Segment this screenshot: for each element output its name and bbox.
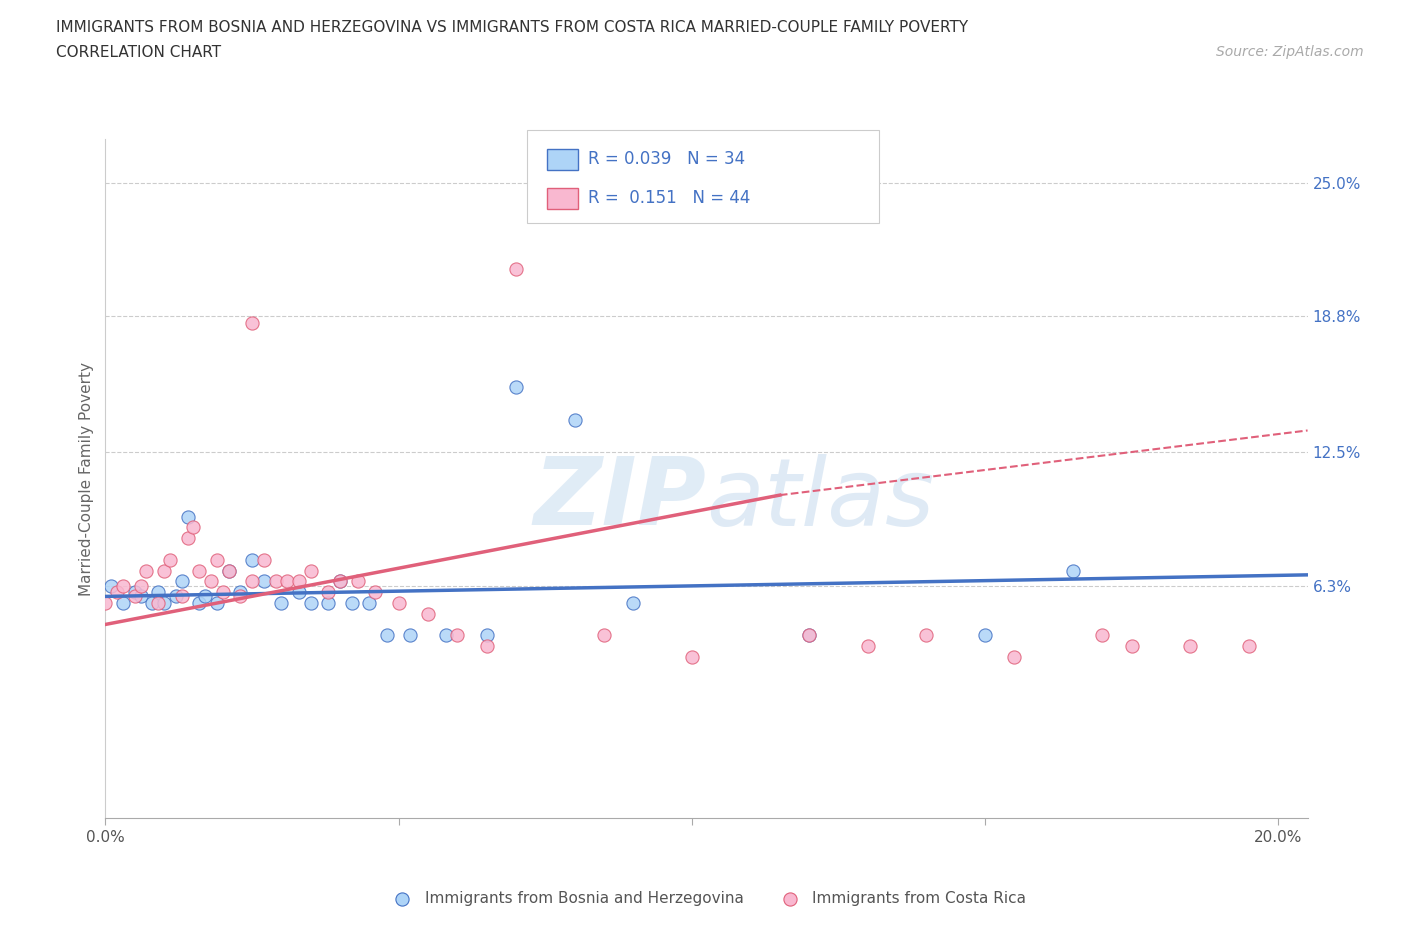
Point (1091, 628, 1114, 643)
Point (229, 585, 252, 600)
Point (270, 595, 292, 610)
Point (797, 628, 820, 643)
Point (240, 552, 263, 567)
Point (1180, 639, 1202, 654)
Point (1237, 639, 1260, 654)
Text: R = 0.039   N = 34: R = 0.039 N = 34 (588, 150, 745, 167)
Point (299, 595, 322, 610)
Point (253, 574, 276, 589)
Point (129, 578, 152, 593)
Point (112, 595, 135, 610)
Point (253, 552, 276, 567)
Point (1121, 639, 1143, 654)
Point (340, 595, 363, 610)
Point (124, 585, 146, 600)
Point (148, 585, 170, 600)
Point (211, 585, 233, 600)
Point (1002, 649, 1025, 664)
Point (505, 380, 527, 395)
Point (124, 589, 146, 604)
Point (205, 595, 228, 610)
Point (153, 563, 176, 578)
Point (112, 578, 135, 593)
Point (240, 315, 263, 330)
Point (148, 595, 170, 610)
Point (434, 628, 457, 643)
Point (194, 589, 217, 604)
Point (974, 628, 997, 643)
Point (505, 261, 527, 276)
Point (915, 628, 938, 643)
Point (129, 589, 152, 604)
Point (170, 589, 193, 604)
Point (364, 585, 387, 600)
Text: atlas: atlas (707, 454, 935, 545)
Text: R =  0.151   N = 44: R = 0.151 N = 44 (588, 189, 749, 206)
Point (276, 574, 298, 589)
Point (218, 563, 240, 578)
Point (346, 574, 368, 589)
Point (100, 578, 122, 593)
Point (205, 552, 228, 567)
Point (359, 595, 381, 610)
Point (229, 589, 252, 604)
Point (388, 595, 411, 610)
Point (375, 628, 398, 643)
Point (475, 628, 498, 643)
Point (240, 574, 263, 589)
Y-axis label: Married-Couple Family Poverty: Married-Couple Family Poverty (79, 362, 94, 596)
Point (329, 574, 352, 589)
Point (475, 639, 498, 654)
Point (159, 552, 181, 567)
Point (621, 595, 644, 610)
Point (188, 563, 211, 578)
Point (416, 606, 439, 621)
Point (170, 574, 193, 589)
Point (94, 595, 117, 610)
Legend: Immigrants from Bosnia and Herzegovina, Immigrants from Costa Rica: Immigrants from Bosnia and Herzegovina, … (387, 891, 1026, 906)
Point (316, 585, 339, 600)
Point (856, 639, 879, 654)
Point (1062, 563, 1084, 578)
Point (105, 585, 128, 600)
Point (176, 510, 198, 525)
Text: CORRELATION CHART: CORRELATION CHART (56, 45, 221, 60)
Point (183, 520, 205, 535)
Point (165, 589, 187, 604)
Point (264, 574, 287, 589)
Point (681, 649, 703, 664)
Point (200, 574, 222, 589)
Text: IMMIGRANTS FROM BOSNIA AND HERZEGOVINA VS IMMIGRANTS FROM COSTA RICA MARRIED-COU: IMMIGRANTS FROM BOSNIA AND HERZEGOVINA V… (56, 20, 969, 35)
Point (399, 628, 422, 643)
Point (288, 585, 311, 600)
Point (218, 563, 240, 578)
Text: Source: ZipAtlas.com: Source: ZipAtlas.com (1216, 45, 1364, 59)
Point (288, 574, 311, 589)
Point (446, 628, 468, 643)
Point (316, 595, 339, 610)
Point (188, 595, 211, 610)
Point (593, 628, 616, 643)
Point (141, 595, 163, 610)
Point (153, 595, 176, 610)
Point (299, 563, 322, 578)
Point (797, 628, 820, 643)
Point (176, 531, 198, 546)
Text: ZIP: ZIP (534, 453, 707, 545)
Point (135, 563, 157, 578)
Point (564, 412, 586, 427)
Point (329, 574, 352, 589)
